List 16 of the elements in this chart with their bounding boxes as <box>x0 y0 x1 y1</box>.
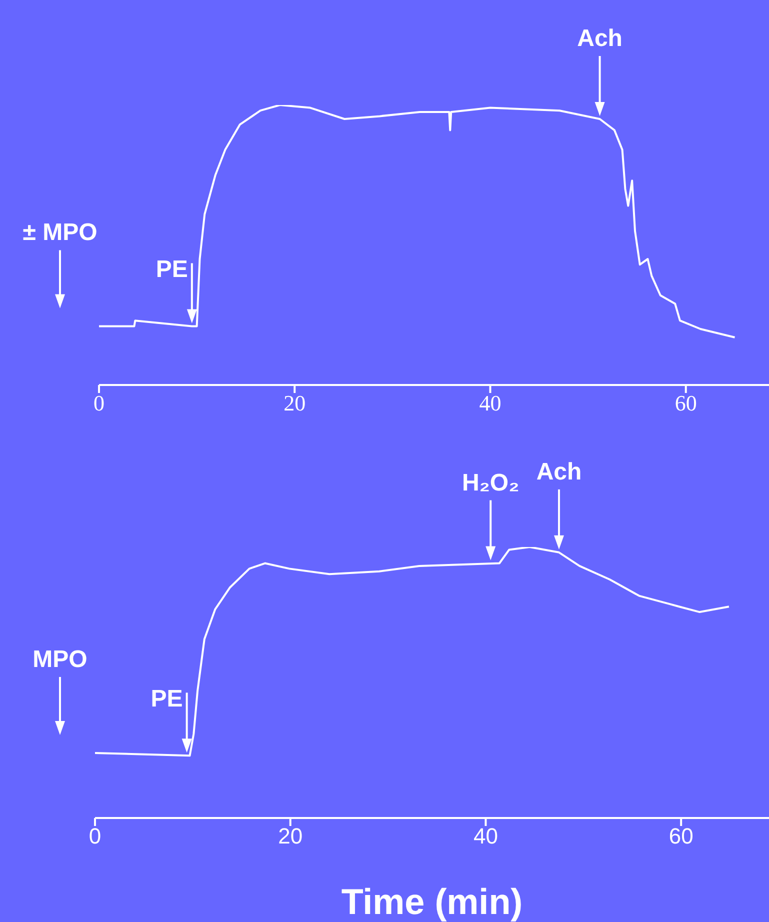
annotation: Ach <box>536 458 582 486</box>
annotation: H₂O₂ <box>462 469 520 496</box>
x-tick-label: 0 <box>88 824 102 849</box>
x-tick-label: 40 <box>473 824 498 849</box>
x-tick-label: 40 <box>479 390 502 416</box>
x-tick-label: 20 <box>284 390 306 416</box>
x-tick-label: 20 <box>278 824 303 849</box>
x-axis-title: Time (min) <box>341 881 523 922</box>
annotation: PE <box>150 686 183 713</box>
x-tick-label: 60 <box>674 390 697 416</box>
annotation: PE <box>156 256 188 284</box>
text: ± MPO <box>22 219 98 246</box>
x-tick-label: 0 <box>94 390 104 416</box>
annotation: Ach <box>577 25 622 52</box>
x-tick-label: 60 <box>668 824 694 849</box>
text: MPO <box>32 646 88 673</box>
